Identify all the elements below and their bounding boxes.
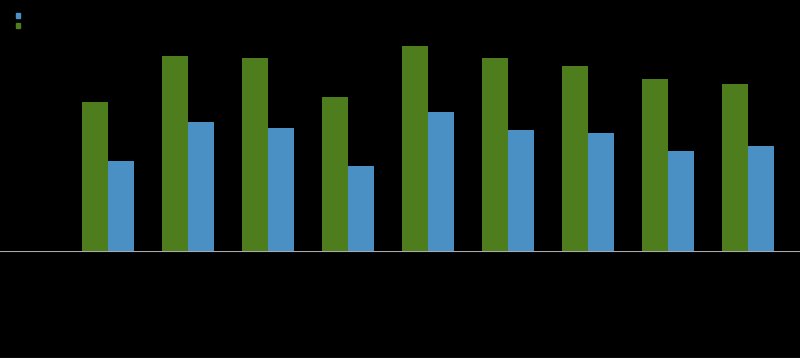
Bar — [188, 122, 214, 251]
Text: South Asia
(India,
Sri Lanka,
Maldives,
Bangladesh): South Asia (India, Sri Lanka, Maldives, … — [241, 278, 295, 330]
Legend: ., .: ., . — [16, 13, 26, 29]
Bar — [588, 133, 614, 251]
Text: USA
(East Coast,
Houston): USA (East Coast, Houston) — [722, 289, 774, 320]
Bar — [428, 112, 454, 251]
Bar — [642, 79, 668, 251]
Text: USA
(West
Coast): USA (West Coast) — [654, 289, 682, 320]
Text: Australia
(ex-Perth,
Darwin),
NZ: Australia (ex-Perth, Darwin), NZ — [407, 284, 449, 325]
Bar — [748, 146, 774, 251]
Bar — [402, 45, 428, 251]
Bar — [82, 102, 108, 251]
Bar — [508, 130, 534, 251]
Text: Africa,
Middle
East,
Turkey: Africa, Middle East, Turkey — [494, 284, 522, 325]
Text: North China
(Shanghai,
Beijing): North China (Shanghai, Beijing) — [162, 289, 214, 320]
Bar — [668, 151, 694, 251]
Text: Europe: Europe — [573, 300, 603, 309]
Bar — [562, 66, 588, 251]
Bar — [242, 58, 268, 251]
Bar — [108, 161, 134, 251]
Bar — [162, 56, 188, 251]
Bar — [348, 166, 374, 251]
Text: Destinations: Destinations — [10, 299, 80, 309]
Text: Japan,
South
Korea: Japan, South Korea — [334, 289, 362, 320]
Text: South
China,
HK,
Taiwan: South China, HK, Taiwan — [94, 284, 122, 325]
Bar — [722, 84, 748, 251]
Bar — [322, 97, 348, 251]
Bar — [268, 127, 294, 251]
Bar — [482, 58, 508, 251]
